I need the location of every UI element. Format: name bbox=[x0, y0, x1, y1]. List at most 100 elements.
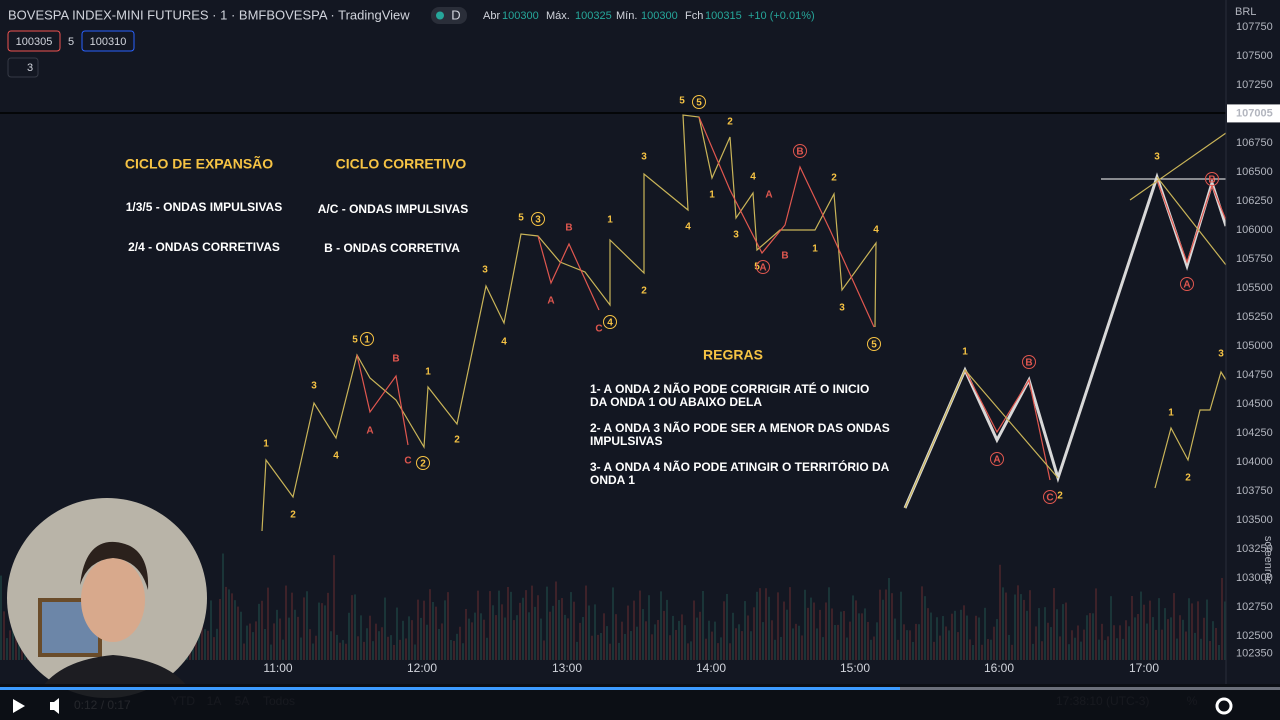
volume-bar bbox=[318, 602, 320, 660]
settings-button[interactable] bbox=[1215, 697, 1233, 715]
volume-bar bbox=[840, 611, 842, 660]
volume-bar bbox=[1038, 608, 1040, 660]
volume-bar bbox=[1020, 594, 1022, 660]
indicators-box bbox=[7, 57, 39, 78]
volume-bar bbox=[954, 610, 956, 660]
volume-bar bbox=[654, 624, 656, 660]
wave-label: 2 bbox=[1057, 491, 1063, 502]
webcam bbox=[7, 498, 207, 698]
volume-bar bbox=[795, 623, 797, 660]
wave-label: B bbox=[781, 251, 788, 262]
volume-bar bbox=[324, 605, 326, 660]
volume-bar bbox=[348, 612, 350, 660]
volume-bar bbox=[207, 630, 209, 660]
volume-bar bbox=[783, 601, 785, 660]
volume-bar bbox=[645, 621, 647, 660]
ohlc-label: Mín. bbox=[616, 10, 637, 22]
volume-bar bbox=[405, 638, 407, 660]
wave-label: 3 bbox=[641, 152, 647, 163]
volume-bar bbox=[894, 618, 896, 660]
wave-label: B bbox=[1025, 358, 1032, 369]
volume-bar bbox=[1092, 613, 1094, 660]
volume-bar bbox=[459, 626, 461, 660]
volume-bar bbox=[234, 600, 236, 660]
price-tick-label: 102350 bbox=[1236, 647, 1273, 659]
wave-label: 3 bbox=[311, 381, 317, 392]
volume-bar bbox=[804, 589, 806, 660]
volume-bar bbox=[591, 635, 593, 660]
volume-bar bbox=[810, 597, 812, 660]
time-tick-label: 12:00 bbox=[407, 661, 437, 675]
volume-bar bbox=[657, 619, 659, 660]
volume-bar bbox=[1149, 600, 1151, 660]
wave-label: 3 bbox=[1218, 349, 1224, 360]
volume-bar bbox=[315, 635, 317, 660]
volume-bar bbox=[672, 615, 674, 660]
volume-bar bbox=[927, 608, 929, 660]
volume-bar bbox=[1044, 607, 1046, 660]
play-button[interactable] bbox=[13, 699, 25, 713]
volume-bar bbox=[567, 618, 569, 660]
volume-bar bbox=[885, 589, 887, 660]
time-tick-label: 16:00 bbox=[984, 661, 1014, 675]
volume-bar bbox=[1065, 602, 1067, 660]
wave-label: 5 bbox=[352, 335, 358, 346]
volume-button[interactable] bbox=[50, 698, 59, 714]
volume-bar bbox=[420, 617, 422, 660]
volume-bar bbox=[762, 622, 764, 660]
volume-bar bbox=[966, 615, 968, 660]
volume-bar bbox=[732, 612, 734, 660]
volume-bar bbox=[987, 639, 989, 660]
volume-bar bbox=[525, 590, 527, 660]
rule-line: IMPULSIVAS bbox=[590, 434, 662, 448]
wave-circle bbox=[793, 144, 807, 158]
volume-bar bbox=[267, 587, 269, 660]
volume-bar bbox=[528, 612, 530, 660]
volume-bar bbox=[1059, 636, 1061, 660]
volume-bar bbox=[807, 607, 809, 660]
volume-bar bbox=[963, 605, 965, 660]
wave-label: 3 bbox=[1154, 152, 1160, 163]
volume-bar bbox=[1140, 591, 1142, 660]
volume-bar bbox=[1125, 620, 1127, 660]
price-tick-label: 106750 bbox=[1236, 137, 1273, 149]
volume-bar bbox=[579, 622, 581, 660]
volume-bar bbox=[432, 601, 434, 660]
ohlc-label: Fch bbox=[685, 10, 703, 22]
volume-bar bbox=[624, 633, 626, 660]
ohlc-change: +10 (+0.01%) bbox=[748, 10, 815, 22]
volume-bar bbox=[276, 609, 278, 660]
volume-bar bbox=[360, 615, 362, 660]
volume-bar bbox=[294, 609, 296, 660]
volume-bar bbox=[681, 614, 683, 660]
volume-bar bbox=[9, 630, 11, 660]
ohlc-value: 100300 bbox=[502, 10, 539, 22]
volume-bar bbox=[879, 589, 881, 660]
volume-bar bbox=[924, 596, 926, 660]
volume-bar bbox=[915, 623, 917, 660]
volume-bar bbox=[999, 564, 1001, 660]
volume-bar bbox=[546, 586, 548, 660]
volume-bar bbox=[372, 641, 374, 660]
volume-bar bbox=[651, 634, 653, 660]
volume-bar bbox=[474, 612, 476, 660]
volume-bar bbox=[711, 631, 713, 660]
volume-bar bbox=[960, 609, 962, 660]
volume-bar bbox=[519, 602, 521, 660]
volume-bar bbox=[639, 590, 641, 660]
volume-bar bbox=[1134, 617, 1136, 660]
volume-bar bbox=[900, 591, 902, 660]
volume-bar bbox=[942, 616, 944, 660]
expansion-line: 1/3/5 - ONDAS IMPULSIVAS bbox=[126, 200, 282, 214]
ohlc-value: 100315 bbox=[705, 10, 742, 22]
volume-bar bbox=[312, 643, 314, 660]
volume-bar bbox=[864, 608, 866, 660]
volume-bar bbox=[717, 643, 719, 660]
volume-bar bbox=[921, 586, 923, 660]
volume-bar bbox=[570, 592, 572, 660]
volume-bar bbox=[708, 620, 710, 660]
volume-bar bbox=[285, 585, 287, 660]
volume-bar bbox=[792, 628, 794, 660]
volume-bar bbox=[771, 620, 773, 660]
wave-label: C bbox=[595, 324, 602, 335]
